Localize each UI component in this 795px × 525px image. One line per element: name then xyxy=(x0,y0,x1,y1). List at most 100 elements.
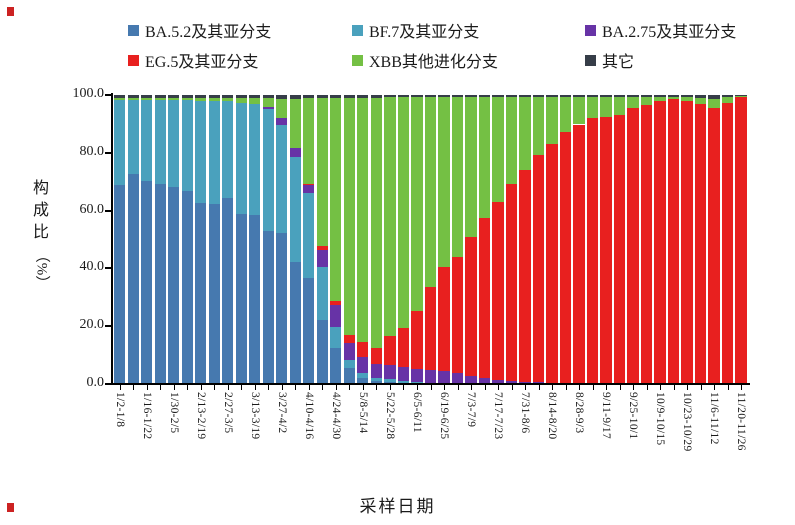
segment-XBB其他进化分支 xyxy=(249,98,261,105)
bar-week-11 xyxy=(249,95,261,384)
segment-其它 xyxy=(735,95,747,96)
segment-其它 xyxy=(411,95,423,98)
x-tick-mark xyxy=(133,385,135,390)
bar-week-46 xyxy=(721,95,734,384)
segment-其它 xyxy=(586,95,599,98)
x-tick-label: 7/3-7/9 xyxy=(465,392,478,428)
x-tick-label: 7/31-8/6 xyxy=(519,392,532,434)
segment-其它 xyxy=(330,95,342,98)
segment-BF.7及其亚分支 xyxy=(262,109,274,231)
segment-XBB其他进化分支 xyxy=(181,98,193,100)
legend-swatch-other xyxy=(585,54,596,66)
y-axis-title-unit: （%） xyxy=(33,247,49,291)
x-tick-mark xyxy=(335,385,337,390)
x-tick-mark xyxy=(349,385,351,390)
y-tick-mark xyxy=(105,267,111,270)
segment-其它 xyxy=(303,95,315,99)
segment-其它 xyxy=(613,95,626,98)
segment-BA.2.75及其亚分支 xyxy=(492,379,504,384)
segment-XBB其他进化分支 xyxy=(276,99,288,119)
segment-EG.5及其亚分支 xyxy=(694,103,707,384)
red-marker-bottom xyxy=(7,503,14,512)
y-axis-title: 构 成 比 （%） xyxy=(28,178,54,290)
segment-EG.5及其亚分支 xyxy=(600,117,612,384)
segment-其它 xyxy=(384,95,396,98)
x-tick-mark xyxy=(254,385,256,390)
x-axis-line xyxy=(111,383,750,385)
x-tick-mark xyxy=(295,385,297,390)
segment-BF.7及其亚分支 xyxy=(424,382,437,384)
x-tick-mark xyxy=(160,385,162,390)
bar-week-40 xyxy=(640,95,653,384)
segment-其它 xyxy=(195,95,207,99)
segment-EG.5及其亚分支 xyxy=(343,334,355,344)
bar-week-14 xyxy=(289,95,301,384)
segment-XBB其他进化分支 xyxy=(519,97,531,171)
legend-item-eg5: EG.5及其亚分支 xyxy=(128,48,258,72)
x-tick-label: 7/17-7/23 xyxy=(492,392,505,440)
segment-BA.2.75及其亚分支 xyxy=(451,373,464,384)
x-axis-title: 采样日期 xyxy=(359,497,436,516)
segment-其它 xyxy=(208,95,220,99)
segment-XBB其他进化分支 xyxy=(492,97,504,202)
segment-BA.2.75及其亚分支 xyxy=(303,184,315,194)
bar-week-44 xyxy=(694,95,707,384)
segment-其它 xyxy=(438,95,450,98)
segment-BA.2.75及其亚分支 xyxy=(424,370,437,383)
segment-BF.7及其亚分支 xyxy=(343,360,355,369)
bar-week-38 xyxy=(613,95,626,384)
segment-XBB其他进化分支 xyxy=(168,98,180,100)
segment-其它 xyxy=(694,95,707,99)
segment-BA.2.75及其亚分支 xyxy=(478,377,491,384)
segment-XBB其他进化分支 xyxy=(316,97,328,247)
x-tick-mark xyxy=(416,385,418,390)
segment-EG.5及其亚分支 xyxy=(505,184,518,381)
segment-其它 xyxy=(316,95,328,98)
bar-week-6 xyxy=(181,95,193,384)
segment-BA.2.75及其亚分支 xyxy=(289,148,301,157)
segment-BA.2.75及其亚分支 xyxy=(316,249,328,267)
segment-XBB其他进化分支 xyxy=(370,97,382,348)
legend-swatch-ba275 xyxy=(585,24,596,36)
segment-BA.5.2及其亚分支 xyxy=(289,261,301,384)
bar-week-3 xyxy=(141,95,153,384)
segment-BA.5.2及其亚分支 xyxy=(235,214,247,384)
segment-BA.2.75及其亚分支 xyxy=(343,343,355,361)
segment-EG.5及其亚分支 xyxy=(627,108,639,384)
segment-BA.5.2及其亚分支 xyxy=(195,203,207,384)
segment-EG.5及其亚分支 xyxy=(735,97,747,384)
segment-XBB其他进化分支 xyxy=(384,97,396,337)
bar-week-21 xyxy=(384,95,396,384)
segment-XBB其他进化分支 xyxy=(681,96,693,101)
x-tick-label: 9/11-9/17 xyxy=(600,392,613,439)
x-tick-label: 3/13-3/19 xyxy=(248,392,261,440)
segment-其它 xyxy=(424,95,437,98)
segment-BF.7及其亚分支 xyxy=(303,193,315,279)
y-axis-title-char-1: 构 xyxy=(32,180,49,197)
legend-item-ba275: BA.2.75及其亚分支 xyxy=(585,18,736,42)
x-tick-label: 2/13-2/19 xyxy=(194,392,207,440)
segment-其它 xyxy=(546,95,558,98)
segment-EG.5及其亚分支 xyxy=(586,117,599,384)
x-tick-mark xyxy=(700,385,702,390)
segment-BF.7及其亚分支 xyxy=(289,156,301,262)
x-tick-label: 3/27-4/2 xyxy=(275,392,288,434)
y-tick-label: 20.0 xyxy=(79,317,105,333)
bar-week-7 xyxy=(195,95,207,384)
segment-XBB其他进化分支 xyxy=(262,98,274,108)
segment-其它 xyxy=(465,95,477,98)
segment-BA.5.2及其亚分支 xyxy=(276,232,288,384)
x-tick-mark xyxy=(430,385,432,390)
segment-其它 xyxy=(708,95,720,100)
segment-EG.5及其亚分支 xyxy=(546,144,558,383)
segment-XBB其他进化分支 xyxy=(478,97,491,219)
segment-XBB其他进化分支 xyxy=(573,97,585,125)
segment-BA.5.2及其亚分支 xyxy=(114,184,126,384)
segment-其它 xyxy=(181,95,193,99)
bar-week-34 xyxy=(559,95,572,384)
bar-week-35 xyxy=(573,95,585,384)
segment-BF.7及其亚分支 xyxy=(208,100,220,205)
segment-BF.7及其亚分支 xyxy=(195,100,207,204)
x-tick-mark xyxy=(592,385,594,390)
segment-XBB其他进化分支 xyxy=(303,98,315,184)
